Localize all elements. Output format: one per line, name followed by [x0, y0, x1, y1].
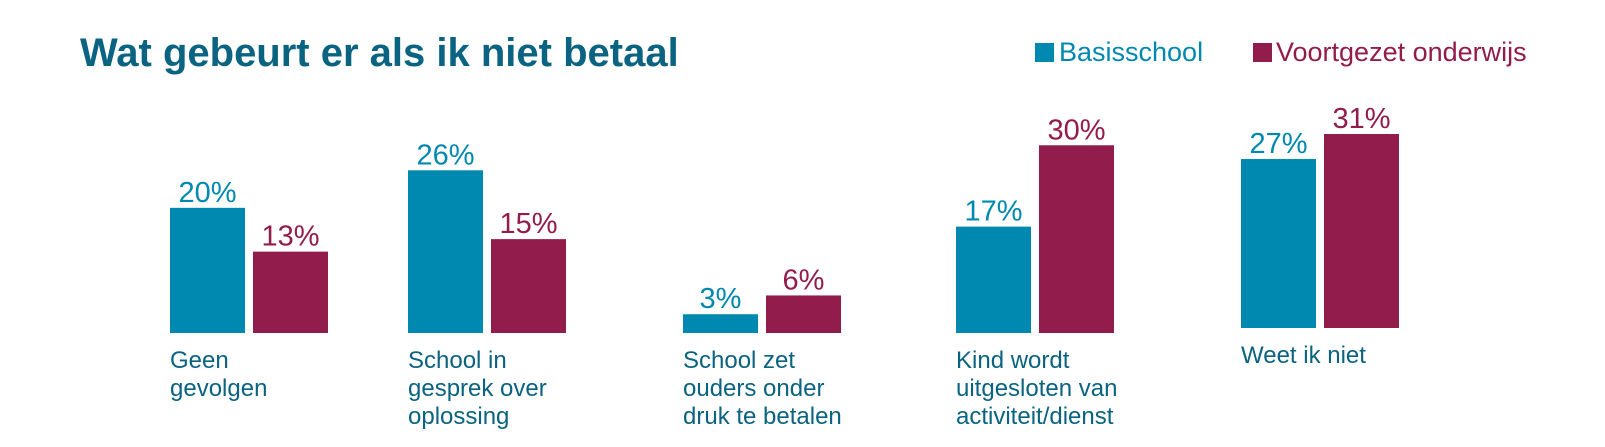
value-label-voortgezet-onderwijs-weet-ik-niet: 31% [1332, 103, 1390, 135]
value-label-voortgezet-onderwijs-geen-gevolgen: 13% [261, 221, 319, 253]
category-label-school-zet-ouders-onder-druk-te-betalen-line-1: School zet [683, 347, 795, 374]
category-label-school-zet-ouders-onder-druk-te-betalen-line-2: ouders onder [683, 375, 824, 402]
bar-voortgezet-onderwijs-school-zet-ouders-onder-druk-te-betalen [766, 295, 841, 333]
category-label-school-zet-ouders-onder-druk-te-betalen-line-3: druk te betalen [683, 403, 842, 430]
category-label-geen-gevolgen-line-2: gevolgen [170, 375, 267, 402]
value-label-basisschool-school-zet-ouders-onder-druk-te-betalen: 3% [700, 283, 742, 315]
category-label-geen-gevolgen-line-1: Geen [170, 347, 229, 374]
bar-voortgezet-onderwijs-kind-wordt-uitgesloten-van-activiteit-dienst [1039, 145, 1114, 333]
category-label-kind-wordt-uitgesloten-van-activiteit-dienst-line-2: uitgesloten van [956, 375, 1117, 402]
category-label-school-in-gesprek-over-oplossing-line-3: oplossing [408, 403, 509, 430]
value-label-voortgezet-onderwijs-kind-wordt-uitgesloten-van-activiteit-dienst: 30% [1047, 114, 1105, 146]
chart-title: Wat gebeurt er als ik niet betaal [80, 31, 679, 75]
category-label-kind-wordt-uitgesloten-van-activiteit-dienst-line-3: activiteit/dienst [956, 403, 1114, 430]
bar-basisschool-geen-gevolgen [170, 207, 245, 333]
bars [170, 134, 1399, 333]
value-label-voortgezet-onderwijs-school-zet-ouders-onder-druk-te-betalen: 6% [783, 264, 825, 296]
legend-swatch-basisschool [1035, 43, 1054, 62]
bar-basisschool-school-in-gesprek-over-oplossing [408, 170, 483, 333]
bar-voortgezet-onderwijs-school-in-gesprek-over-oplossing [491, 239, 566, 333]
bar-voortgezet-onderwijs-weet-ik-niet [1324, 134, 1399, 328]
value-label-voortgezet-onderwijs-school-in-gesprek-over-oplossing: 15% [499, 208, 557, 240]
category-label-weet-ik-niet-line-1: Weet ik niet [1241, 342, 1366, 369]
category-label-school-in-gesprek-over-oplossing-line-1: School in [408, 347, 507, 374]
bar-basisschool-weet-ik-niet [1241, 159, 1316, 328]
bar-basisschool-kind-wordt-uitgesloten-van-activiteit-dienst [956, 226, 1031, 333]
value-label-basisschool-weet-ik-niet: 27% [1249, 128, 1307, 160]
value-label-basisschool-kind-wordt-uitgesloten-van-activiteit-dienst: 17% [964, 196, 1022, 228]
value-label-basisschool-school-in-gesprek-over-oplossing: 26% [416, 139, 474, 171]
legend-swatch-voortgezet-onderwijs [1253, 43, 1272, 62]
value-labels: 20% 13% 26% 15% 3% 6% 17% 30% 27% 31% [178, 103, 1390, 315]
legend-label-basisschool: Basisschool [1059, 37, 1203, 67]
legend: Basisschool Voortgezet onderwijs [1035, 37, 1527, 67]
bar-basisschool-school-zet-ouders-onder-druk-te-betalen [683, 314, 758, 333]
category-label-kind-wordt-uitgesloten-van-activiteit-dienst-line-1: Kind wordt [956, 347, 1070, 374]
bar-voortgezet-onderwijs-geen-gevolgen [253, 251, 328, 333]
value-label-basisschool-geen-gevolgen: 20% [178, 177, 236, 209]
category-label-school-in-gesprek-over-oplossing-line-2: gesprek over [408, 375, 547, 402]
legend-label-voortgezet-onderwijs: Voortgezet onderwijs [1276, 37, 1527, 67]
